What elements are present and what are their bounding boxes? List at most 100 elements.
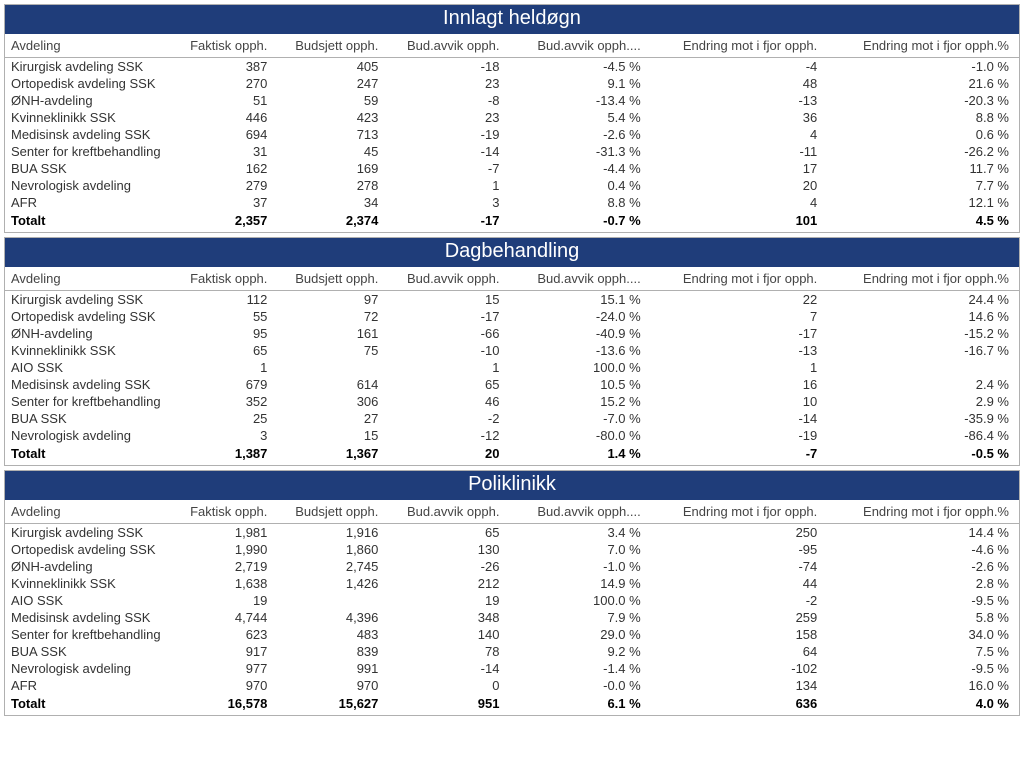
column-header: Endring mot i fjor opph. bbox=[651, 500, 828, 524]
row-value: 1 bbox=[388, 177, 509, 194]
row-value: -26.2 % bbox=[827, 143, 1019, 160]
row-value: -19 bbox=[388, 126, 509, 143]
row-label: Medisinsk avdeling SSK bbox=[5, 376, 177, 393]
row-value: -10 bbox=[388, 342, 509, 359]
row-value: -15.2 % bbox=[827, 325, 1019, 342]
total-value: 101 bbox=[651, 211, 828, 232]
row-value bbox=[277, 359, 388, 376]
row-value: 23 bbox=[388, 75, 509, 92]
row-value: 75 bbox=[277, 342, 388, 359]
row-value: 259 bbox=[651, 609, 828, 626]
total-label: Totalt bbox=[5, 694, 177, 715]
row-value: 9.1 % bbox=[509, 75, 650, 92]
row-value: 36 bbox=[651, 109, 828, 126]
row-value: 31 bbox=[177, 143, 278, 160]
row-value: -1.4 % bbox=[509, 660, 650, 677]
row-value: 15 bbox=[388, 291, 509, 309]
row-value: 917 bbox=[177, 643, 278, 660]
table-row: AFR9709700-0.0 %13416.0 % bbox=[5, 677, 1019, 694]
row-value: -66 bbox=[388, 325, 509, 342]
table-row: Kvinneklinikk SSK446423235.4 %368.8 % bbox=[5, 109, 1019, 126]
row-value: 279 bbox=[177, 177, 278, 194]
row-value: -13.4 % bbox=[509, 92, 650, 109]
table-row: Nevrologisk avdeling315-12-80.0 %-19-86.… bbox=[5, 427, 1019, 444]
row-value: 64 bbox=[651, 643, 828, 660]
row-value: -13 bbox=[651, 92, 828, 109]
section-title: Dagbehandling bbox=[5, 238, 1019, 267]
table-row: Medisinsk avdeling SSK694713-19-2.6 %40.… bbox=[5, 126, 1019, 143]
table-row: ØNH-avdeling5159-8-13.4 %-13-20.3 % bbox=[5, 92, 1019, 109]
column-header: Endring mot i fjor opph. bbox=[651, 267, 828, 291]
row-value: 614 bbox=[277, 376, 388, 393]
row-label: Kvinneklinikk SSK bbox=[5, 342, 177, 359]
total-value: -0.7 % bbox=[509, 211, 650, 232]
table-row: BUA SSK917839789.2 %647.5 % bbox=[5, 643, 1019, 660]
row-value: 7.0 % bbox=[509, 541, 650, 558]
row-value: 100.0 % bbox=[509, 592, 650, 609]
row-label: BUA SSK bbox=[5, 643, 177, 660]
row-value: -74 bbox=[651, 558, 828, 575]
column-header: Budsjett opph. bbox=[277, 267, 388, 291]
row-value: 46 bbox=[388, 393, 509, 410]
table-header-row: AvdelingFaktisk opph.Budsjett opph.Bud.a… bbox=[5, 34, 1019, 58]
table-row: Kirurgisk avdeling SSK387405-18-4.5 %-4-… bbox=[5, 58, 1019, 76]
column-header: Budsjett opph. bbox=[277, 34, 388, 58]
row-value: 694 bbox=[177, 126, 278, 143]
table-row: Kvinneklinikk SSK6575-10-13.6 %-13-16.7 … bbox=[5, 342, 1019, 359]
row-value: -14 bbox=[388, 660, 509, 677]
total-value: 6.1 % bbox=[509, 694, 650, 715]
column-header: Avdeling bbox=[5, 500, 177, 524]
row-value: -31.3 % bbox=[509, 143, 650, 160]
row-value: 65 bbox=[388, 524, 509, 542]
row-label: Nevrologisk avdeling bbox=[5, 427, 177, 444]
total-value: -17 bbox=[388, 211, 509, 232]
row-value: 16 bbox=[651, 376, 828, 393]
row-value: 483 bbox=[277, 626, 388, 643]
row-value: 24.4 % bbox=[827, 291, 1019, 309]
total-value: 15,627 bbox=[277, 694, 388, 715]
row-value: 7.5 % bbox=[827, 643, 1019, 660]
row-value: 405 bbox=[277, 58, 388, 76]
row-value: -4.6 % bbox=[827, 541, 1019, 558]
row-value: 12.1 % bbox=[827, 194, 1019, 211]
row-value: 250 bbox=[651, 524, 828, 542]
data-table: AvdelingFaktisk opph.Budsjett opph.Bud.a… bbox=[5, 267, 1019, 465]
row-value: 162 bbox=[177, 160, 278, 177]
row-value: -14 bbox=[651, 410, 828, 427]
row-value: 1 bbox=[388, 359, 509, 376]
row-value: 1,426 bbox=[277, 575, 388, 592]
row-label: Kirurgisk avdeling SSK bbox=[5, 291, 177, 309]
row-value: 270 bbox=[177, 75, 278, 92]
row-value: 1,916 bbox=[277, 524, 388, 542]
row-label: Ortopedisk avdeling SSK bbox=[5, 541, 177, 558]
row-value: 17 bbox=[651, 160, 828, 177]
row-value: 29.0 % bbox=[509, 626, 650, 643]
table-row: AIO SSK1919100.0 %-2-9.5 % bbox=[5, 592, 1019, 609]
total-value: 951 bbox=[388, 694, 509, 715]
row-label: Nevrologisk avdeling bbox=[5, 660, 177, 677]
data-table: AvdelingFaktisk opph.Budsjett opph.Bud.a… bbox=[5, 34, 1019, 232]
table-row: Senter for kreftbehandling3523064615.2 %… bbox=[5, 393, 1019, 410]
row-value: 25 bbox=[177, 410, 278, 427]
row-value: 161 bbox=[277, 325, 388, 342]
row-value: -1.0 % bbox=[827, 58, 1019, 76]
row-value: 1,981 bbox=[177, 524, 278, 542]
column-header: Endring mot i fjor opph.% bbox=[827, 34, 1019, 58]
row-value: 16.0 % bbox=[827, 677, 1019, 694]
table-total-row: Totalt1,3871,367201.4 %-7-0.5 % bbox=[5, 444, 1019, 465]
row-label: ØNH-avdeling bbox=[5, 558, 177, 575]
row-value: 37 bbox=[177, 194, 278, 211]
row-value: -16.7 % bbox=[827, 342, 1019, 359]
row-value bbox=[827, 359, 1019, 376]
row-value: 4,396 bbox=[277, 609, 388, 626]
row-value: 839 bbox=[277, 643, 388, 660]
row-value: 21.6 % bbox=[827, 75, 1019, 92]
row-value: -4.4 % bbox=[509, 160, 650, 177]
row-value: 100.0 % bbox=[509, 359, 650, 376]
table-row: Kirurgisk avdeling SSK1,9811,916653.4 %2… bbox=[5, 524, 1019, 542]
row-value: -86.4 % bbox=[827, 427, 1019, 444]
row-label: AFR bbox=[5, 194, 177, 211]
row-value: 78 bbox=[388, 643, 509, 660]
row-value: 1,860 bbox=[277, 541, 388, 558]
row-value: 4 bbox=[651, 126, 828, 143]
